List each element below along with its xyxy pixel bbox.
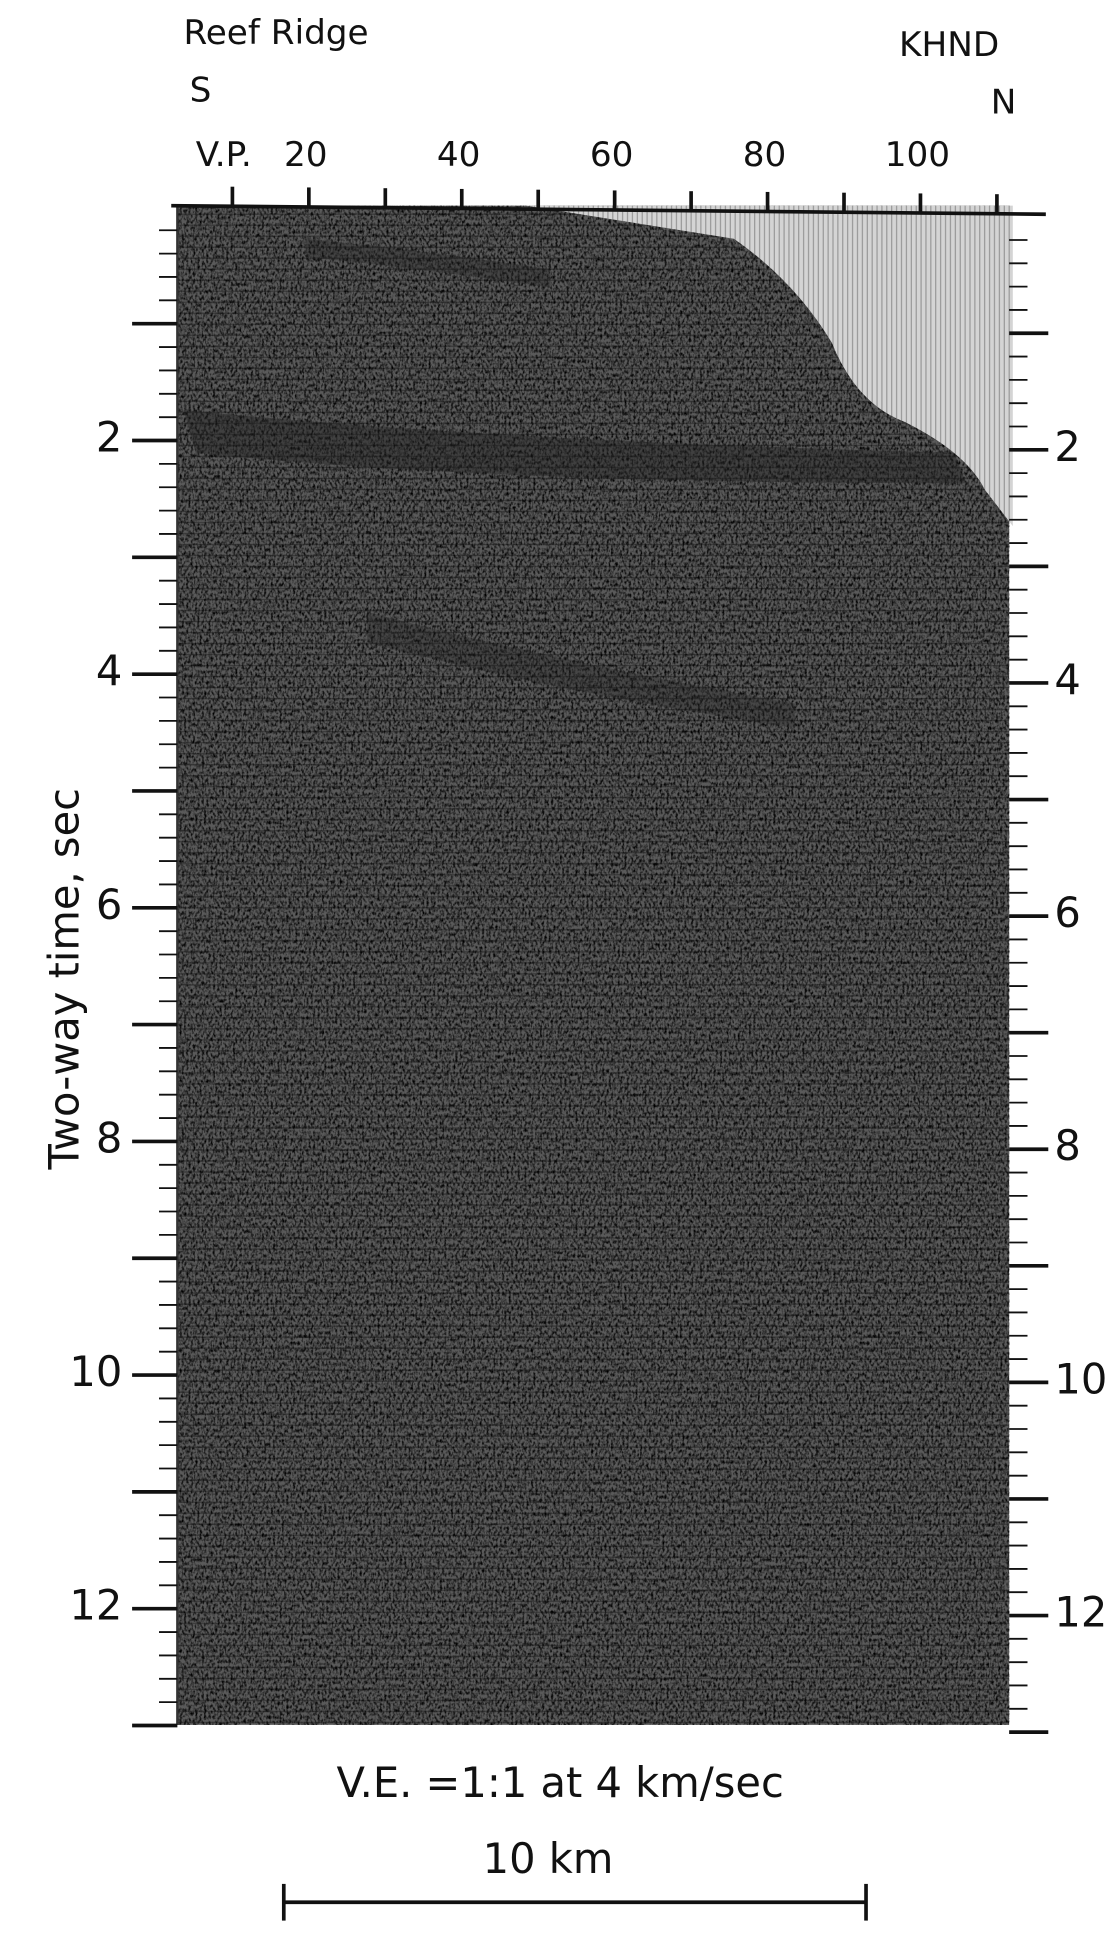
reflector [366,611,796,728]
right-tick-label: 2 [1054,422,1080,471]
left-axis-label: Two-way time, sec [39,788,88,1171]
left-tick-label: 4 [96,646,122,695]
top-tick-label: 60 [590,135,634,175]
right-tick-label: 6 [1054,888,1080,937]
reflector [305,238,551,288]
left-tick-label: 2 [96,413,122,462]
right-tick-label: 10 [1054,1354,1107,1403]
left-direction: S [190,70,212,110]
top-tick-label: 80 [743,135,787,175]
left-tick-label: 12 [69,1581,122,1630]
exaggeration: V.E. =1:1 at 4 km/sec [337,1758,784,1807]
section-traces [177,205,1010,1725]
left-tick-label: 10 [69,1347,122,1396]
scale-bar [281,1883,868,1921]
right-tick-label: 4 [1054,655,1080,704]
reflector [183,409,967,484]
right-tick-label: 12 [1054,1588,1107,1637]
top-axis-line [171,203,1046,217]
top-axis-label: V.P. [196,135,252,175]
left-tick-label: 8 [96,1113,122,1162]
top-tick-label: 20 [284,135,328,175]
left-tick-label: 6 [96,880,122,929]
right-direction: N [991,83,1017,123]
scale-bar-label: 10 km [483,1834,614,1883]
left-title: Reef Ridge [183,13,368,53]
seismic-section [176,205,1013,1725]
muted-zone [525,205,1013,527]
right-tick-label: 8 [1054,1121,1080,1170]
top-tick-label: 40 [437,135,481,175]
top-tick-label: 100 [885,135,950,175]
right-title: KHND [899,25,999,65]
